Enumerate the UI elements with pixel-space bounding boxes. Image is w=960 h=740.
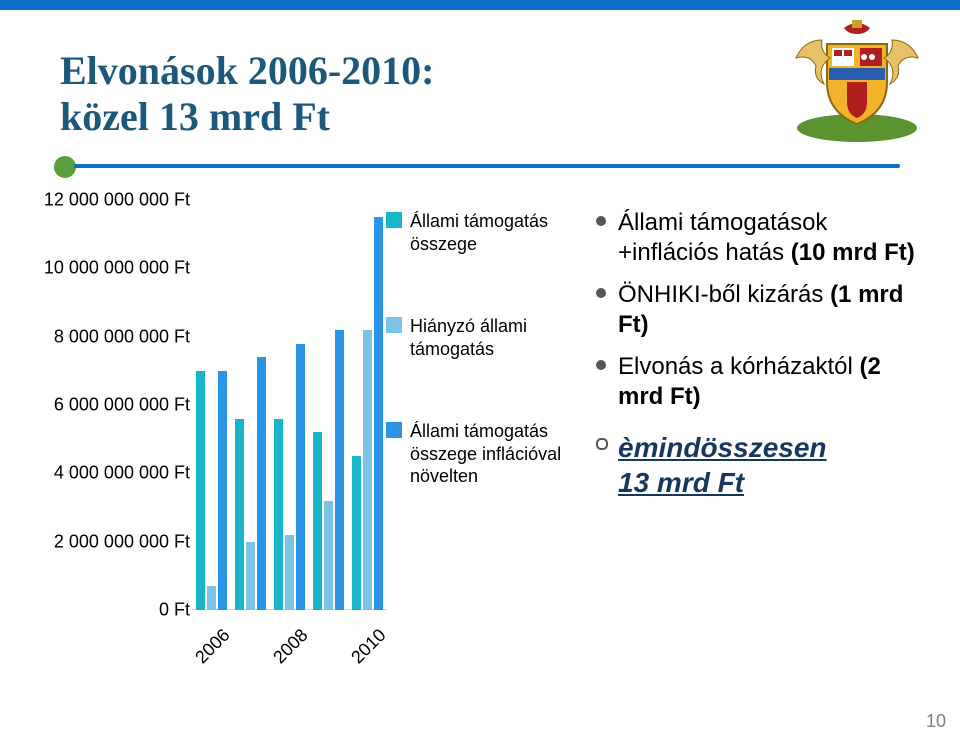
bar [374,217,383,610]
legend-item: Állami támogatás összege inflációval növ… [410,420,575,488]
bar [257,357,266,610]
bar-group [352,200,383,610]
bullet-icon [596,438,608,450]
title-line-1: Elvonások 2006-2010: [60,48,435,94]
bar [274,419,283,610]
x-tick-label: 2010 [347,625,390,668]
list-item-text: ÖNHIKI-ből kizárás [618,281,823,308]
bar [363,330,372,610]
y-tick-label: 8 000 000 000 Ft [54,326,190,347]
legend-swatch-icon [386,422,402,438]
page-number: 10 [926,711,946,732]
y-tick-label: 2 000 000 000 Ft [54,531,190,552]
bar [218,371,227,610]
legend-swatch-icon [386,212,402,228]
bar [352,456,361,610]
x-tick-label: 2006 [191,625,234,668]
coat-of-arms-icon [782,20,932,150]
bar [285,535,294,610]
chart: 12 000 000 000 Ft10 000 000 000 Ft8 000 … [34,200,394,670]
y-tick-label: 10 000 000 000 Ft [44,258,190,279]
chart-x-axis: 2006 2008 2010 [192,618,387,668]
slide-title: Elvonások 2006-2010: közel 13 mrd Ft [60,48,435,140]
y-tick-label: 4 000 000 000 Ft [54,463,190,484]
legend-item: Állami támogatás összege [410,210,575,255]
chart-legend: Állami támogatás összege Hiányzó állami … [410,210,575,488]
bar [246,542,255,610]
chart-y-axis: 12 000 000 000 Ft10 000 000 000 Ft8 000 … [32,200,190,610]
list-item: Állami támogatások +inflációs hatás (10 … [592,208,932,268]
bullet-icon [596,360,606,370]
total-line-2: 13 mrd Ft [618,467,744,498]
bar [296,344,305,611]
y-tick-label: 0 Ft [159,600,190,621]
x-tick-label: 2008 [269,625,312,668]
legend-swatch-icon [386,317,402,333]
legend-item: Hiányzó állami támogatás [410,315,575,360]
list-item-total: èmindösszesen 13 mrd Ft [592,430,932,500]
bullet-icon [596,288,606,298]
y-tick-label: 12 000 000 000 Ft [44,190,190,211]
bar-group [313,200,344,610]
bar [196,371,205,610]
bar-group [274,200,305,610]
title-line-2: közel 13 mrd Ft [60,94,435,140]
bar [324,501,333,610]
bar [313,432,322,610]
summary-list: Állami támogatások +inflációs hatás (10 … [592,208,932,512]
list-item-text: Elvonás a kórházaktól [618,353,853,380]
legend-label: Állami támogatás összege [410,211,548,254]
y-tick-label: 6 000 000 000 Ft [54,395,190,416]
bar [207,586,216,610]
list-item: ÖNHIKI-ből kizárás (1 mrd Ft) [592,280,932,340]
bar [235,419,244,610]
top-rule [0,0,960,10]
title-underline-line [74,164,900,168]
legend-label: Hiányzó állami támogatás [410,316,527,359]
bar-group [196,200,227,610]
bullet-icon [596,216,606,226]
legend-label: Állami támogatás összege inflációval növ… [410,421,561,486]
chart-plot [192,200,387,610]
title-underline-ball [54,156,76,178]
title-underline [60,162,900,172]
total-line-1: èmindösszesen [618,432,827,463]
list-item: Elvonás a kórházaktól (2 mrd Ft) [592,352,932,412]
list-item-strong: (10 mrd Ft) [791,239,915,266]
bar [335,330,344,610]
bar-group [235,200,266,610]
